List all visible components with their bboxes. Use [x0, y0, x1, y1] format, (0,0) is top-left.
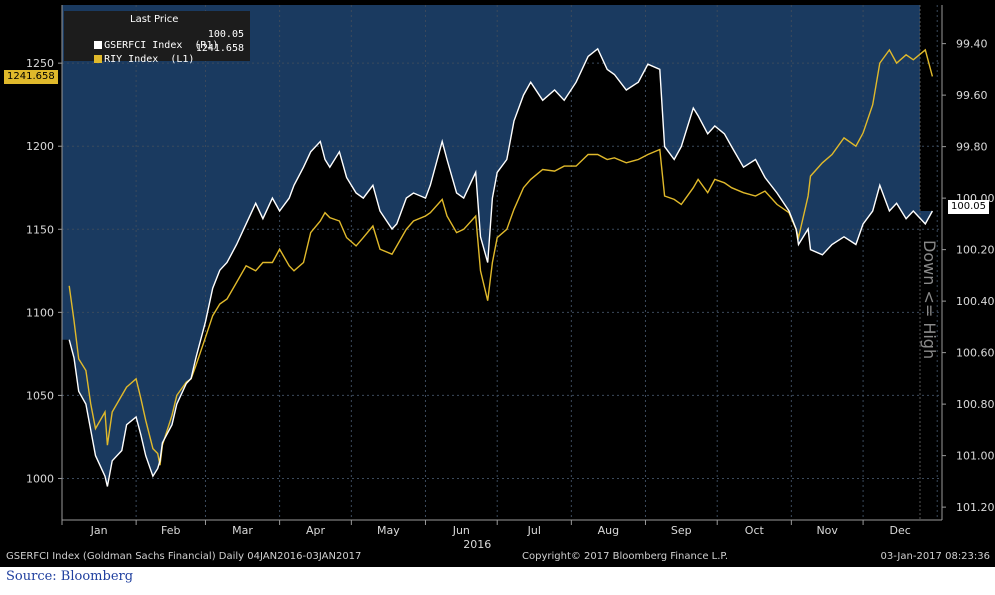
- last-value-tag-riy: 1241.658: [4, 70, 58, 84]
- left-tick-label-5: 1250: [26, 57, 54, 70]
- legend-swatch-riy: [94, 55, 103, 63]
- right-tick-label-6: 100.60: [956, 347, 995, 360]
- x-tick-label-nov: Nov: [816, 524, 838, 537]
- gridlines: [62, 5, 942, 520]
- left-axis: 1000 1050 1100 1150 1200 1250: [26, 57, 62, 485]
- x-tick-label-jan: Jan: [90, 524, 108, 537]
- left-tick-label-4: 1200: [26, 140, 54, 153]
- left-tick-label-3: 1150: [26, 223, 54, 236]
- x-tick-label-jul: Jul: [527, 524, 541, 537]
- legend-swatch-gserfci: [94, 41, 103, 49]
- x-tick-label-oct: Oct: [745, 524, 765, 537]
- last-value-tag-gserfci: 100.05: [948, 200, 989, 214]
- legend-label-gserfci: GSERFCI Index (R1): [104, 40, 219, 51]
- x-tick-label-feb: Feb: [161, 524, 180, 537]
- left-tick-label-1: 1050: [26, 389, 54, 402]
- x-axis: Jan Feb Mar Apr May Jun Jul Aug Sep Oct Nov Dec 2016: [61, 520, 911, 551]
- right-axis: 99.4099.6099.80100.00100.20100.40100.601…: [942, 38, 995, 514]
- right-tick-label-8: 101.00: [956, 450, 995, 463]
- right-tick-label-9: 101.20: [956, 501, 995, 514]
- x-tick-label-apr: Apr: [306, 524, 326, 537]
- series-line-riy: [68, 48, 934, 466]
- right-tick-label-7: 100.80: [956, 398, 995, 411]
- chart: 1000 1050 1100 1150 1200 1250 99.40 99.60 99.80…: [26, 5, 995, 551]
- x-tick-label-aug: Aug: [598, 524, 619, 537]
- left-tick-label-0: 1000: [26, 472, 54, 485]
- x-year-label: 2016: [463, 538, 491, 551]
- footer-copyright: Copyright© 2017 Bloomberg Finance L.P.: [522, 551, 729, 562]
- legend-header: Last Price: [130, 14, 179, 25]
- x-tick-label-mar: Mar: [232, 524, 253, 537]
- legend-label-riy: RIY Index (L1): [104, 54, 195, 65]
- right-tick-label-0: 99.40: [956, 38, 988, 51]
- legend-item-gserfci: GSERFCI Index (R1): [70, 29, 218, 62]
- left-tick-label-2: 1100: [26, 306, 54, 319]
- legend-value-riy: 1241.658: [195, 43, 244, 54]
- x-tick-label-jun: Jun: [452, 524, 470, 537]
- x-tick-label-sep: Sep: [671, 524, 692, 537]
- right-tick-label-1: 99.60: [956, 89, 988, 102]
- source-note: Source: Bloomberg: [6, 569, 134, 584]
- x-tick-label-may: May: [377, 524, 400, 537]
- right-tick-label-2: 99.80: [956, 141, 988, 154]
- series-line-gserfci: [68, 47, 934, 487]
- right-tick-label-4: 100.20: [956, 244, 995, 257]
- x-tick-label-dec: Dec: [890, 524, 911, 537]
- right-tick-label-5: 100.40: [956, 295, 995, 308]
- legend: Last Price GSERFCI Index (R1) 100.05 RIY…: [64, 11, 250, 65]
- legend-value-gserfci: 100.05: [207, 29, 244, 40]
- legend-item-riy: RIY Index (L1): [70, 43, 194, 76]
- footer-description: GSERFCI Index (Goldman Sachs Financial) …: [6, 551, 362, 562]
- footer-timestamp: 03-Jan-2017 08:23:36: [880, 551, 990, 562]
- right-axis-label: Down <= High: [920, 240, 939, 360]
